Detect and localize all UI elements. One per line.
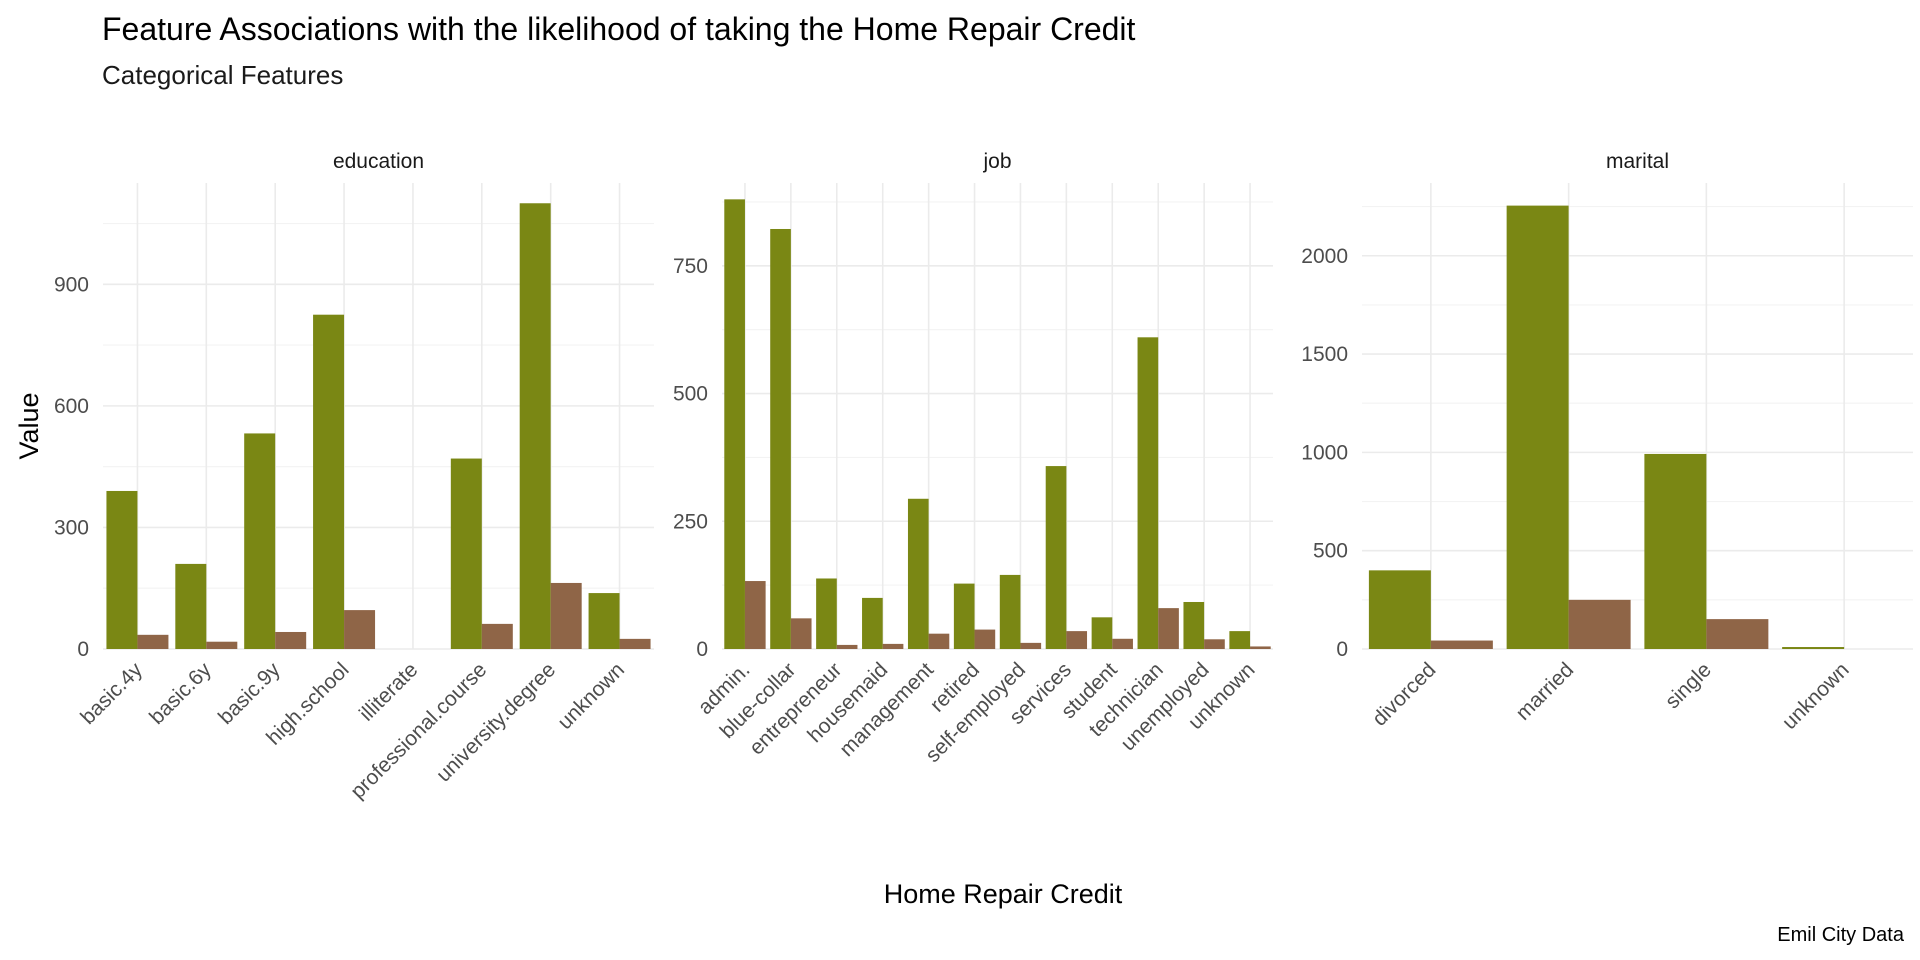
y-tick-label: 2000 xyxy=(1301,245,1348,268)
bar-job-management-s2 xyxy=(928,633,950,649)
bar-education-professional.course-s1 xyxy=(450,458,482,649)
bar-job-self-employed-s2 xyxy=(1020,642,1042,649)
bar-job-housemaid-s1 xyxy=(862,597,883,649)
bar-job-unemployed-s2 xyxy=(1204,639,1225,649)
bar-education-basic.4y-s2 xyxy=(137,634,169,649)
bar-marital-divorced-s1 xyxy=(1368,570,1431,649)
chart-caption: Emil City Data xyxy=(1777,924,1905,946)
y-tick-label: 900 xyxy=(54,273,89,296)
y-tick-label: 750 xyxy=(673,255,708,278)
y-axis-title: Value xyxy=(14,392,44,459)
bar-job-entrepreneur-s1 xyxy=(816,578,837,649)
bar-job-technician-s1 xyxy=(1137,337,1159,649)
bar-job-services-s1 xyxy=(1045,466,1067,649)
bar-job-housemaid-s2 xyxy=(882,643,904,649)
x-tick-label: professional.course xyxy=(346,658,491,803)
bar-job-student-s2 xyxy=(1112,638,1133,649)
x-tick-label: unknown xyxy=(553,658,629,734)
x-tick-label: basic.6y xyxy=(145,658,216,729)
bar-education-university.degree-s1 xyxy=(519,203,551,649)
facet-strip-label: job xyxy=(982,150,1011,173)
facet-education: 0300600900basic.4ybasic.6ybasic.9yhigh.s… xyxy=(54,150,654,803)
y-tick-label: 300 xyxy=(54,516,89,539)
y-tick-label: 500 xyxy=(1313,540,1348,563)
x-tick-label: married xyxy=(1512,658,1579,725)
chart-subtitle: Categorical Features xyxy=(102,60,343,90)
bar-job-services-s2 xyxy=(1066,631,1088,649)
facet-marital: 0 500 1000 1500 2000 divorced married single unk… xyxy=(1301,150,1913,734)
facet-strip-label: marital xyxy=(1606,150,1669,173)
bar-job-blue-collar-s2 xyxy=(790,618,812,649)
bar-marital-single-s2 xyxy=(1706,619,1769,649)
x-tick-label: illiterate xyxy=(355,658,422,725)
facet-panels: 0300600900basic.4ybasic.6ybasic.9yhigh.s… xyxy=(54,150,1913,803)
x-tick-label: unknown xyxy=(1778,658,1854,734)
bar-education-high.school-s1 xyxy=(313,314,345,649)
bar-education-basic.9y-s1 xyxy=(244,433,276,649)
bar-education-basic.6y-s1 xyxy=(175,563,207,649)
bar-marital-single-s1 xyxy=(1644,453,1707,649)
bar-job-unemployed-s1 xyxy=(1183,601,1205,649)
bar-job-technician-s2 xyxy=(1158,608,1179,649)
bar-job-admin.-s1 xyxy=(724,199,745,649)
bar-job-blue-collar-s1 xyxy=(770,228,791,649)
y-tick-label: 600 xyxy=(54,395,89,418)
bar-job-unknown-s2 xyxy=(1250,646,1271,649)
bar-job-entrepreneur-s2 xyxy=(836,644,858,649)
bar-job-self-employed-s1 xyxy=(999,574,1021,649)
chart-title: Feature Associations with the likelihood… xyxy=(102,11,1136,47)
bar-education-basic.4y-s1 xyxy=(106,490,138,649)
bar-job-retired-s2 xyxy=(974,629,996,649)
bar-education-unknown-s1 xyxy=(588,593,620,649)
bar-marital-unknown-s1 xyxy=(1782,647,1845,649)
bar-marital-married-s2 xyxy=(1568,599,1631,649)
x-tick-label: single xyxy=(1661,658,1716,713)
bar-job-management-s1 xyxy=(907,498,929,649)
x-tick-label: university.degree xyxy=(432,658,560,786)
x-axis-title: Home Repair Credit xyxy=(884,879,1123,909)
y-tick-label: 0 xyxy=(77,638,89,661)
bar-job-unknown-s1 xyxy=(1229,631,1251,649)
y-tick-label: 0 xyxy=(696,638,708,661)
y-tick-label: 250 xyxy=(673,510,708,533)
bar-education-university.degree-s2 xyxy=(550,582,582,649)
y-tick-label: 1500 xyxy=(1301,343,1348,366)
y-tick-label: 0 xyxy=(1336,638,1348,661)
bar-marital-married-s1 xyxy=(1506,205,1569,649)
bar-education-unknown-s2 xyxy=(619,638,651,649)
x-tick-label: basic.4y xyxy=(76,658,147,729)
bar-education-high.school-s2 xyxy=(344,610,376,649)
y-tick-label: 500 xyxy=(673,383,708,406)
bar-education-basic.6y-s2 xyxy=(206,641,238,649)
x-tick-label: basic.9y xyxy=(214,658,285,729)
y-tick-label: 1000 xyxy=(1301,441,1348,464)
facet-job: 0250500750admin.blue-collarentrepreneurh… xyxy=(673,150,1273,767)
x-tick-label: divorced xyxy=(1368,658,1440,730)
bar-education-basic.9y-s2 xyxy=(275,631,307,649)
bar-job-retired-s1 xyxy=(953,583,975,649)
bar-marital-divorced-s2 xyxy=(1430,640,1493,649)
bar-education-professional.course-s2 xyxy=(481,623,513,649)
facet-strip-label: education xyxy=(333,150,424,173)
bar-job-admin.-s2 xyxy=(744,581,766,649)
bar-job-student-s1 xyxy=(1091,617,1113,649)
